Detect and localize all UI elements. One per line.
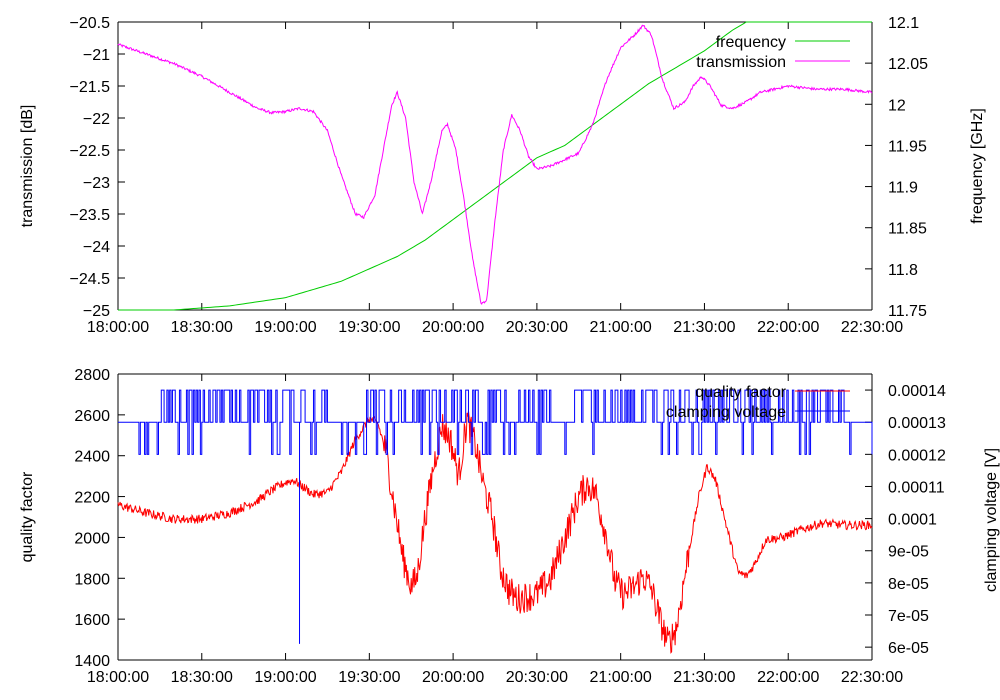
x-tick-label: 21:00:00 xyxy=(590,669,652,686)
y2-tick-label: 11.85 xyxy=(888,221,927,238)
y2-tick-label: 11.8 xyxy=(888,262,918,279)
x-tick-label: 19:30:00 xyxy=(338,669,400,686)
y2-tick-label: 11.95 xyxy=(888,138,927,155)
y-tick-label: −22 xyxy=(83,111,110,128)
y-tick-label: −21.5 xyxy=(70,79,111,96)
y-axis-ticks: 1400 1600 1800 2000 2200 2400 2600 2800 xyxy=(74,367,125,670)
y-tick-label: −20.5 xyxy=(70,15,111,32)
y-tick-label: −25 xyxy=(83,303,110,320)
y2-tick-label: 7e-05 xyxy=(888,608,929,625)
series-group xyxy=(117,21,873,311)
series-line-frequency xyxy=(118,21,872,311)
y-tick-label: 2600 xyxy=(74,408,110,425)
x-tick-label: 19:00:00 xyxy=(254,669,316,686)
x-tick-label: 22:00:00 xyxy=(757,319,819,336)
y2-tick-label: 11.75 xyxy=(888,303,927,320)
y2-tick-label: 12.1 xyxy=(888,15,919,32)
x-tick-label: 20:00:00 xyxy=(422,669,484,686)
legend-label-transmission: transmission xyxy=(696,54,786,71)
y-axis-title: quality factor xyxy=(19,471,36,562)
x-tick-label: 22:30:00 xyxy=(841,669,903,686)
y-tick-label: −22.5 xyxy=(70,143,111,160)
x-tick-label: 18:30:00 xyxy=(171,319,233,336)
transmission-frequency-chart: transmission [dB] frequency [GHz] 18:00:… xyxy=(19,15,986,336)
x-tick-label: 21:30:00 xyxy=(673,319,735,336)
y-tick-label: −23 xyxy=(83,175,110,192)
x-tick-label: 19:00:00 xyxy=(254,319,316,336)
x-tick-label: 18:00:00 xyxy=(87,319,149,336)
y2-axis-title: frequency [GHz] xyxy=(969,108,986,224)
y2-tick-label: 12.05 xyxy=(888,56,928,73)
y-tick-label: 2400 xyxy=(74,449,110,466)
legend-label-clamping-voltage: clamping voltage xyxy=(666,404,786,421)
y2-tick-label: 9e-05 xyxy=(888,544,929,561)
y-tick-label: 2000 xyxy=(74,530,110,547)
x-tick-label: 21:30:00 xyxy=(673,669,735,686)
x-tick-label: 22:00:00 xyxy=(757,669,819,686)
x-tick-label: 20:30:00 xyxy=(506,669,568,686)
x-tick-label: 20:00:00 xyxy=(422,319,484,336)
y-tick-label: 2800 xyxy=(74,367,110,384)
y-tick-label: −24.5 xyxy=(70,271,111,288)
y-tick-label: 2200 xyxy=(74,490,110,507)
x-tick-label: 19:30:00 xyxy=(338,319,400,336)
y2-axis-ticks: 11.75 11.8 11.85 11.9 11.95 12 12.05 12.1 xyxy=(865,15,928,320)
x-tick-label: 21:00:00 xyxy=(590,319,652,336)
series-group xyxy=(117,389,873,654)
legend-label-frequency: frequency xyxy=(716,34,786,51)
x-tick-label: 20:30:00 xyxy=(506,319,568,336)
y2-tick-label: 0.00013 xyxy=(888,415,946,432)
y-tick-label: −21 xyxy=(83,47,110,64)
quality-factor-clamping-chart: quality factor clamping voltage [V] 18:0… xyxy=(19,367,1000,686)
y2-tick-label: 0.0001 xyxy=(888,512,937,529)
x-axis-ticks: 18:00:00 18:30:00 19:00:00 19:30:00 20:00:00… xyxy=(87,22,903,336)
y-tick-label: −23.5 xyxy=(70,207,111,224)
y2-tick-label: 8e-05 xyxy=(888,576,929,593)
x-axis-ticks: 18:00:00 18:30:00 19:00:00 19:30:00 20:00:00… xyxy=(87,374,903,686)
y-axis-title: transmission [dB] xyxy=(19,105,36,228)
series-line-transmission xyxy=(117,24,873,305)
y2-axis-title: clamping voltage [V] xyxy=(983,448,1000,592)
y-tick-label: 1600 xyxy=(74,612,110,629)
y-tick-label: 1800 xyxy=(74,571,110,588)
x-tick-label: 18:00:00 xyxy=(87,669,149,686)
y2-tick-label: 0.00012 xyxy=(888,447,946,464)
y-tick-label: −24 xyxy=(83,239,110,256)
y-axis-ticks: −25 −24.5 −24 −23.5 −23 −22.5 −22 −21.5 −21 −20.5 xyxy=(70,15,125,320)
legend-label-quality-factor: quality factor xyxy=(695,384,786,401)
y2-tick-label: 11.9 xyxy=(888,180,918,197)
y-tick-label: 1400 xyxy=(74,653,110,670)
x-tick-label: 22:30:00 xyxy=(841,319,903,336)
y2-axis-ticks: 6e-05 7e-05 8e-05 9e-05 0.0001 0.00011 0.00012… xyxy=(865,383,946,657)
y2-tick-label: 0.00011 xyxy=(888,479,945,496)
legend: frequency transmission xyxy=(696,34,850,71)
x-tick-label: 18:30:00 xyxy=(171,669,233,686)
y2-tick-label: 6e-05 xyxy=(888,640,929,657)
series-line-clamping-voltage xyxy=(118,389,873,644)
legend: quality factor clamping voltage xyxy=(666,384,850,421)
y2-tick-label: 0.00014 xyxy=(888,383,946,400)
series-line-quality-factor xyxy=(117,410,873,654)
y2-tick-label: 12 xyxy=(888,97,906,114)
